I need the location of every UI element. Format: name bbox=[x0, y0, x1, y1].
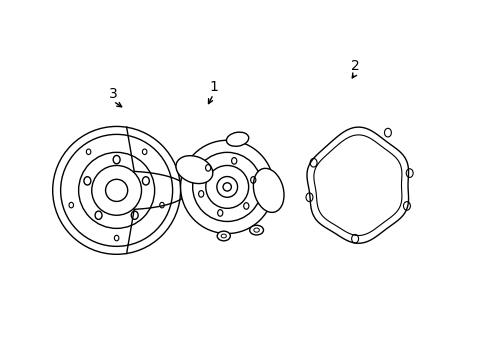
Circle shape bbox=[180, 140, 273, 234]
Text: 1: 1 bbox=[208, 80, 217, 94]
Ellipse shape bbox=[249, 225, 263, 235]
Ellipse shape bbox=[217, 231, 230, 241]
Text: 2: 2 bbox=[350, 59, 359, 73]
Polygon shape bbox=[313, 135, 401, 235]
Circle shape bbox=[53, 126, 180, 254]
Ellipse shape bbox=[226, 132, 248, 146]
Ellipse shape bbox=[176, 156, 212, 184]
Text: 3: 3 bbox=[108, 87, 117, 100]
Polygon shape bbox=[306, 127, 407, 243]
Ellipse shape bbox=[253, 168, 284, 212]
